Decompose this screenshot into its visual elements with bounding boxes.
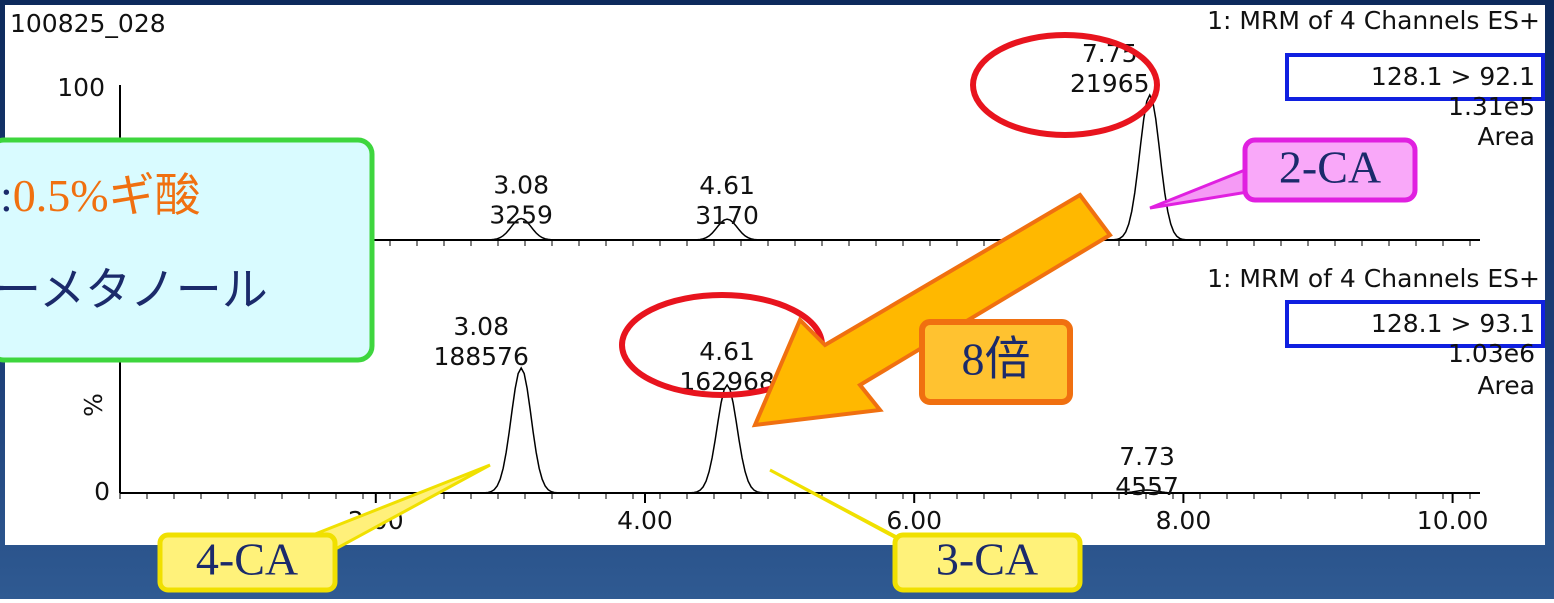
- conditions-acid: 0.5%ギ酸: [13, 170, 201, 221]
- chromatograms: 1: MRM of 4 Channels ES+ 128.1 > 92.11.31…: [57, 6, 1545, 535]
- peak-rt: 7.73: [1119, 442, 1175, 471]
- peak-rt: 3.08: [493, 170, 549, 199]
- transition: 128.1 > 93.1: [1371, 309, 1535, 338]
- y-min-label: 0: [94, 477, 110, 506]
- transition-box: [1285, 300, 1545, 348]
- intensity: 1.31e5: [1448, 92, 1535, 121]
- peak-area: 4557: [1115, 472, 1179, 501]
- ratio-box: [919, 319, 1073, 405]
- callout-box: [1242, 137, 1418, 203]
- x-tick-label: 8.00: [1156, 506, 1212, 535]
- peak-rt: 4.61: [699, 337, 755, 366]
- callout-label: 2-CA: [1279, 142, 1381, 193]
- y-max-label: 100: [57, 73, 105, 102]
- mode: Area: [1477, 371, 1535, 400]
- conditions-box: [0, 137, 375, 363]
- conditions-line2: ーメタノール: [0, 265, 268, 316]
- peak: [1102, 489, 1193, 494]
- mode: Area: [1477, 122, 1535, 151]
- peak: [476, 366, 567, 494]
- ratio-label: 8倍: [962, 334, 1031, 385]
- y-axis-label: %: [79, 393, 108, 417]
- x-tick-label: 4.00: [617, 506, 673, 535]
- peak-area: 3259: [489, 200, 553, 229]
- peak: [1104, 93, 1195, 241]
- sample-id: 100825_028: [10, 9, 166, 38]
- callout-label: 4-CA: [196, 534, 298, 585]
- peak-rt: 3.08: [453, 312, 509, 341]
- x-tick-label: 6.00: [886, 506, 942, 535]
- intensity: 1.03e6: [1448, 339, 1535, 368]
- peak: [682, 218, 773, 241]
- callout-label: 3-CA: [936, 534, 1038, 585]
- conditions-prefix: :: [0, 170, 13, 221]
- peak-area: 21965: [1070, 69, 1150, 98]
- transition-box: [1285, 53, 1545, 101]
- callout-box: [892, 532, 1083, 593]
- peak-area: 3170: [695, 201, 759, 230]
- peak-rt: 4.61: [699, 171, 755, 200]
- peak: [682, 383, 773, 494]
- transition: 128.1 > 92.1: [1371, 62, 1535, 91]
- x-tick-label: 10.00: [1417, 506, 1489, 535]
- peak-area: 188576: [433, 342, 528, 371]
- channel-title: 1: MRM of 4 Channels ES+: [1207, 6, 1540, 35]
- callout-box: [157, 532, 338, 593]
- channel-title: 1: MRM of 4 Channels ES+: [1207, 264, 1540, 293]
- peak: [476, 217, 567, 241]
- ratio-arrow: [751, 192, 1113, 428]
- highlight-ellipse: [970, 32, 1160, 138]
- conditions-line1: :0.5%ギ酸: [0, 170, 201, 221]
